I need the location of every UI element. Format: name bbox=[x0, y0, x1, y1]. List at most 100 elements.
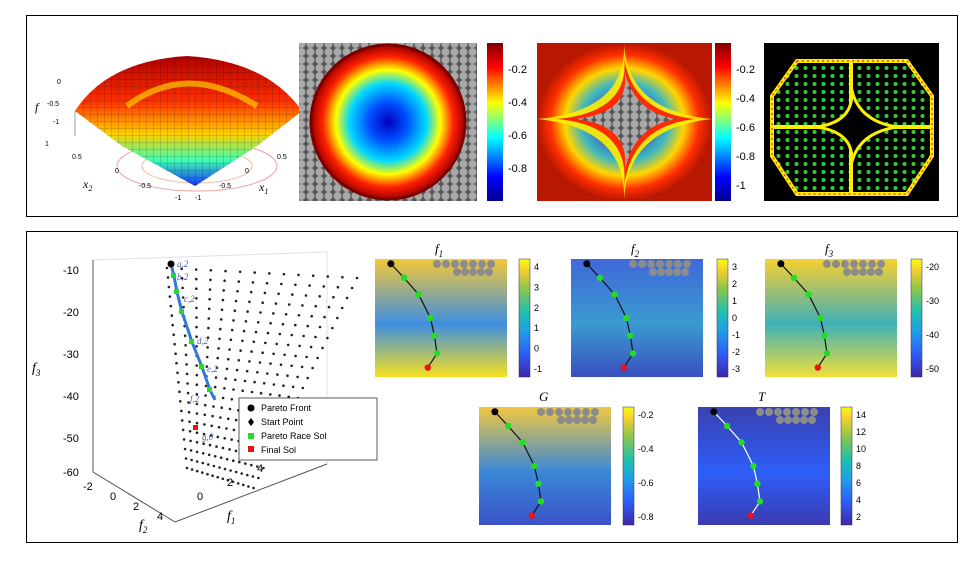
pareto-dot bbox=[238, 270, 242, 274]
pareto-dot bbox=[234, 378, 237, 382]
legend-pareto-front: Pareto Front bbox=[261, 403, 312, 413]
legend-start-marker bbox=[248, 418, 254, 426]
pareto-dot bbox=[182, 305, 185, 309]
ztick-1: -20 bbox=[63, 307, 79, 319]
pareto-dot bbox=[228, 407, 232, 411]
map-colorbar-tick: -40 bbox=[926, 330, 939, 340]
pareto-dot bbox=[296, 375, 299, 379]
label-e: e,2 bbox=[207, 364, 218, 374]
cb2-tick-0: -0.2 bbox=[736, 64, 755, 76]
pareto-dot bbox=[195, 345, 198, 348]
pareto-dot bbox=[181, 286, 184, 290]
map-start bbox=[583, 260, 591, 268]
pareto-dot bbox=[256, 371, 259, 374]
pareto-dot bbox=[245, 369, 249, 373]
map-colorbar-tick: -1 bbox=[732, 330, 740, 340]
pareto-dot bbox=[262, 466, 265, 470]
pareto-dot bbox=[340, 306, 344, 310]
map-colorbar bbox=[622, 406, 635, 526]
map-colorbar-tick: 1 bbox=[732, 296, 737, 306]
map-colorbar-tick: 6 bbox=[856, 478, 861, 488]
pareto-dot bbox=[280, 282, 283, 286]
pareto-dot bbox=[246, 310, 249, 313]
pareto-dot bbox=[294, 283, 297, 287]
pareto-dot bbox=[180, 409, 183, 413]
pareto-dot bbox=[250, 390, 254, 394]
pareto-dot bbox=[234, 449, 238, 453]
label-a: a,2 bbox=[177, 259, 189, 269]
pareto-dot bbox=[195, 460, 199, 463]
surface-ytick-2: 0 bbox=[115, 168, 119, 175]
pareto-dot bbox=[235, 368, 239, 372]
cb2-tick-4: -1 bbox=[736, 180, 746, 192]
pareto-dot bbox=[314, 335, 317, 339]
pareto-dot bbox=[272, 383, 276, 386]
pareto-dot bbox=[188, 430, 192, 433]
map-race-sol bbox=[531, 462, 538, 470]
pareto-dot bbox=[176, 371, 179, 375]
map-race-sol bbox=[400, 274, 408, 282]
pareto-dot bbox=[207, 453, 211, 457]
pareto-dot bbox=[281, 322, 285, 326]
pareto-dot bbox=[195, 297, 198, 300]
pareto-dot bbox=[174, 352, 177, 355]
map-colorbar-tick: 0 bbox=[534, 344, 539, 354]
pareto-dot bbox=[250, 463, 253, 467]
pareto-dot bbox=[205, 355, 209, 359]
map-2: f2 3 2 1 0 -1 -2 -3 bbox=[571, 241, 740, 378]
pareto-dot bbox=[207, 463, 210, 466]
map-colorbar-tick: 14 bbox=[856, 410, 866, 420]
pareto-dot bbox=[195, 277, 198, 281]
pareto-dot bbox=[201, 471, 204, 474]
pareto-dot bbox=[184, 353, 188, 357]
pareto-dot bbox=[188, 420, 191, 423]
map-colorbar-tick: 2 bbox=[856, 512, 861, 522]
race-sol-d bbox=[189, 339, 194, 344]
pareto-dot bbox=[195, 373, 199, 377]
pareto-race-path bbox=[169, 263, 217, 401]
som-cluster-map bbox=[764, 43, 939, 201]
surface-ztick-0: 0 bbox=[57, 79, 61, 86]
label-c: c,2 bbox=[184, 294, 195, 304]
map-race-sol bbox=[433, 350, 441, 357]
colorbar-2: -0.2 -0.4 -0.6 -0.8 -1 bbox=[715, 43, 755, 201]
pareto-dot bbox=[290, 333, 294, 337]
pareto-dot bbox=[212, 405, 215, 408]
pareto-dot bbox=[168, 295, 172, 298]
pareto-dot bbox=[318, 325, 322, 329]
pareto-dot bbox=[262, 382, 266, 385]
pareto-dot bbox=[221, 477, 225, 481]
pareto-dot bbox=[252, 340, 256, 344]
pareto-dot bbox=[206, 336, 210, 339]
map-colorbar-tick: 2 bbox=[732, 279, 737, 289]
pareto-dot bbox=[233, 309, 237, 312]
pareto-dot bbox=[279, 363, 283, 366]
pareto-dot bbox=[215, 366, 219, 370]
pareto-dot bbox=[167, 285, 171, 289]
map-start bbox=[387, 260, 395, 268]
label-d: d,2 bbox=[197, 336, 209, 346]
map-start bbox=[710, 408, 718, 416]
pareto-dot bbox=[326, 336, 329, 340]
pareto-dot bbox=[208, 297, 211, 301]
pareto-dot bbox=[269, 362, 272, 365]
pareto-dot bbox=[224, 269, 227, 273]
pareto-dot bbox=[248, 300, 251, 304]
pareto-dot bbox=[225, 427, 228, 430]
pareto-dot bbox=[259, 311, 262, 314]
pareto-dot bbox=[209, 269, 213, 272]
pareto-dot bbox=[332, 295, 335, 299]
pareto-dot bbox=[219, 416, 222, 419]
map-5: T 14 12 10 8 6 4 2 bbox=[698, 389, 866, 526]
map-title: f1 bbox=[435, 241, 443, 259]
map-final-sol bbox=[814, 364, 821, 371]
pareto-dot bbox=[216, 475, 219, 479]
pareto-dot bbox=[223, 279, 226, 282]
pareto-dot bbox=[272, 352, 275, 356]
pareto-dot bbox=[203, 413, 207, 417]
pareto-dot bbox=[230, 328, 234, 332]
ztick-0: -10 bbox=[63, 265, 79, 277]
surface-ytick-0: 1 bbox=[45, 141, 49, 148]
legend-race-sol: Pareto Race Sol bbox=[261, 431, 327, 441]
cb2-tick-3: -0.8 bbox=[736, 151, 755, 163]
